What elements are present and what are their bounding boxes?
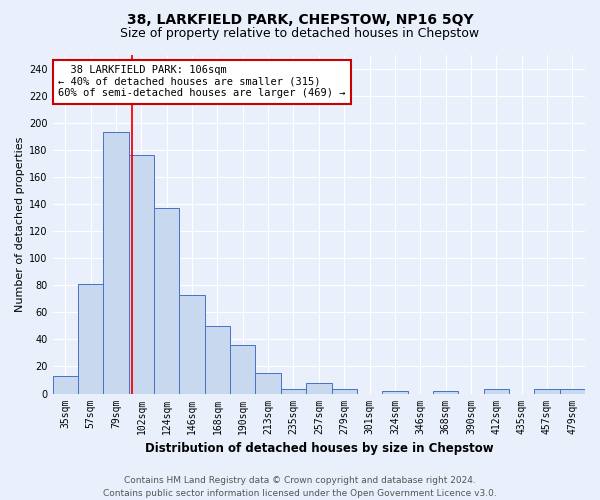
Bar [53,376,78,394]
Bar [484,390,509,394]
Bar [332,390,357,394]
Text: 38, LARKFIELD PARK, CHEPSTOW, NP16 5QY: 38, LARKFIELD PARK, CHEPSTOW, NP16 5QY [127,12,473,26]
Text: Size of property relative to detached houses in Chepstow: Size of property relative to detached ho… [121,28,479,40]
Bar [535,390,560,394]
Bar [256,373,281,394]
Bar [433,391,458,394]
Bar [281,390,306,394]
Bar [205,326,230,394]
Bar [382,391,407,394]
Bar [154,208,179,394]
Bar [129,155,154,394]
X-axis label: Distribution of detached houses by size in Chepstow: Distribution of detached houses by size … [145,442,493,455]
Bar [230,345,256,394]
Bar [306,382,332,394]
Y-axis label: Number of detached properties: Number of detached properties [15,136,25,312]
Bar [78,284,103,394]
Text: 38 LARKFIELD PARK: 106sqm  
← 40% of detached houses are smaller (315)
60% of se: 38 LARKFIELD PARK: 106sqm ← 40% of detac… [58,65,346,98]
Bar [560,390,585,394]
Bar [179,294,205,394]
Text: Contains HM Land Registry data © Crown copyright and database right 2024.
Contai: Contains HM Land Registry data © Crown c… [103,476,497,498]
Bar [103,132,129,394]
